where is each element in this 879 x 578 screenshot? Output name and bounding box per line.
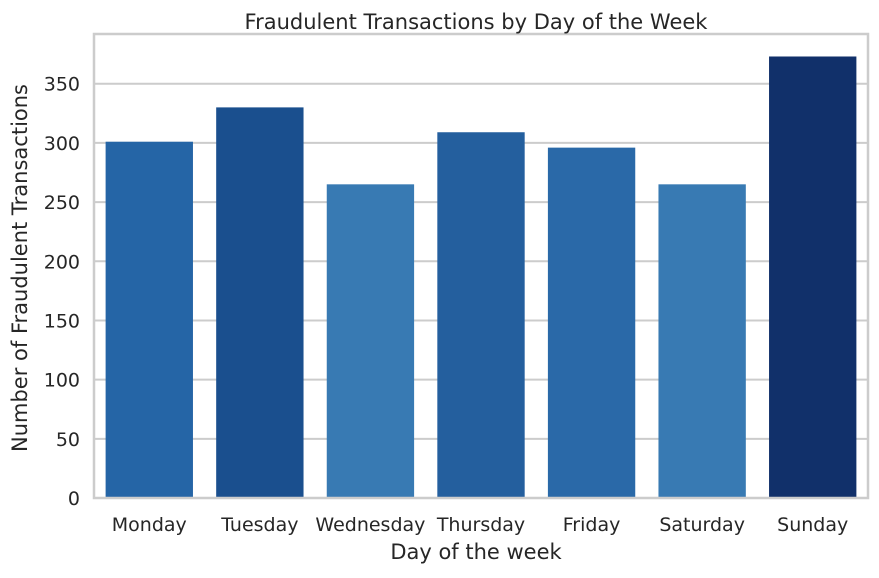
bar-friday [547, 147, 636, 498]
axes [92, 32, 870, 500]
y-tick-label-150: 150 [44, 310, 80, 332]
x-tick-label-thursday: Thursday [436, 514, 525, 536]
y-tick-label-0: 0 [68, 488, 80, 510]
x-tick-label-monday: Monday [112, 514, 187, 536]
x-tick-label-saturday: Saturday [659, 514, 745, 536]
x-axis-label: Day of the week [390, 540, 562, 564]
x-tick-label-wednesday: Wednesday [315, 514, 425, 536]
y-tick-label-250: 250 [44, 192, 80, 214]
x-tick-label-sunday: Sunday [777, 514, 848, 536]
y-tick-label-50: 50 [56, 429, 80, 451]
y-tick-label-350: 350 [44, 74, 80, 96]
x-tick-label-friday: Friday [563, 514, 621, 536]
bars [105, 56, 857, 498]
bar-wednesday [326, 184, 415, 498]
bar-tuesday [216, 107, 304, 498]
plot-frame [92, 32, 870, 500]
bar-saturday [658, 184, 746, 498]
x-tick-label-tuesday: Tuesday [220, 514, 298, 536]
bar-sunday [769, 56, 857, 498]
chart-title: Fraudulent Transactions by Day of the We… [245, 10, 709, 34]
y-tick-label-300: 300 [44, 133, 80, 155]
bar-monday [105, 141, 193, 498]
bar-thursday [437, 132, 525, 498]
y-tick-label-100: 100 [44, 370, 80, 392]
tick-labels: 0 50 100 150 200 250 300 350 Monday Tuesday Wednes… [44, 74, 849, 536]
y-tick-label-200: 200 [44, 251, 80, 273]
y-axis-label: Number of Fraudulent Transactions [8, 84, 32, 452]
